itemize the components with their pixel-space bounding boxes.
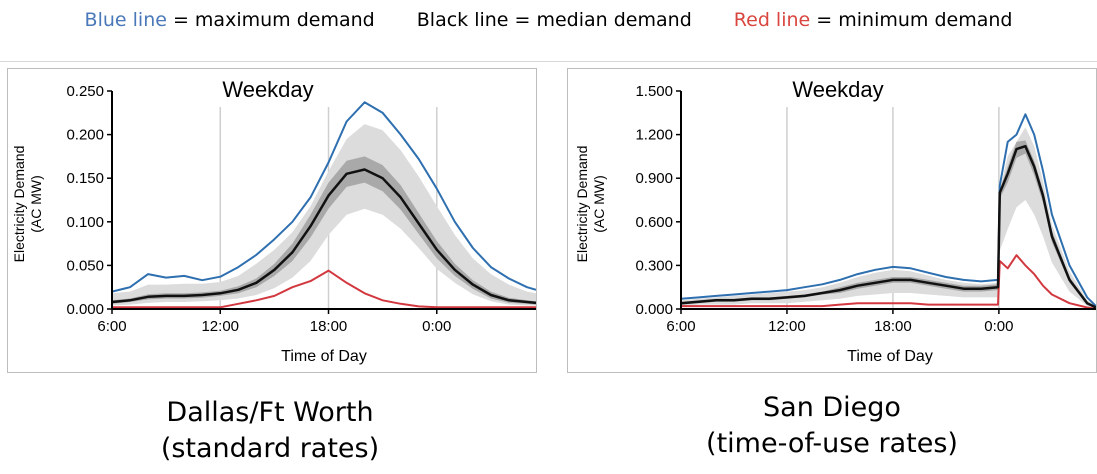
x-axis-label: Time of Day [281, 348, 367, 365]
y-tick-label: 1.500 [635, 83, 673, 100]
chart-panel-dallas: 0.000 0.050 0.100 0.150 0.200 0.250 6:00 12:00 1… [7, 68, 537, 373]
legend-divider [0, 61, 1097, 62]
y-tick-label: 1.200 [635, 127, 673, 144]
series-minimum-line [681, 254, 1096, 310]
y-tick-label: 0.250 [66, 83, 104, 100]
x-tick-label: 6:00 [666, 318, 695, 335]
x-tick-label: 12:00 [768, 318, 806, 335]
series-median-line [680, 144, 1096, 309]
legend-min-text: = minimum demand [810, 9, 1013, 31]
y-tick-label: 0.200 [66, 127, 104, 144]
series-minimum-line [112, 269, 536, 309]
y-tick-label: 0.100 [66, 214, 104, 231]
legend-median-text: Black line = median demand [416, 9, 692, 31]
caption-sandiego-subtitle: (time-of-use rates) [706, 428, 958, 459]
caption-sandiego: San Diego (time-of-use rates) [632, 390, 1032, 462]
x-tick-label: 18:00 [310, 318, 348, 335]
x-tick-label: 18:00 [874, 318, 912, 335]
series-maximum-line [680, 113, 1096, 307]
y-tick-label: 0.150 [66, 170, 104, 187]
chart-dallas: 0.000 0.050 0.100 0.150 0.200 0.250 6:00 12:00 1… [11, 77, 536, 365]
y-axis-label-line: Electricity Demand [574, 146, 590, 263]
x-tick-label: 6:00 [97, 318, 126, 335]
legend-max: Blue line = maximum demand [85, 9, 375, 31]
y-axis-label-line: (AC MW) [591, 175, 607, 233]
y-axis-label-line: (AC MW) [28, 175, 44, 233]
legend-min-label: Red line [733, 9, 811, 31]
y-axis-label-line: Electricity Demand [11, 146, 27, 263]
y-tick-label: 0.050 [66, 257, 104, 274]
y-tick-label: 0.000 [635, 301, 673, 318]
caption-sandiego-title: San Diego [763, 392, 901, 423]
caption-dallas-subtitle: (standard rates) [160, 433, 380, 464]
chart-title: Weekday [792, 77, 883, 102]
y-tick-label: 0.600 [635, 214, 673, 231]
y-tick-label: 0.300 [635, 257, 673, 274]
series-median-line [111, 168, 536, 305]
chart-sandiego: 0.000 0.300 0.600 0.900 1.200 1.500 6:00 12:00 1… [574, 77, 1096, 365]
chart-title: Weekday [222, 77, 313, 102]
series-maximum-line [111, 101, 536, 293]
legend-max-text: = maximum demand [166, 9, 375, 31]
y-tick-label: 0.900 [635, 170, 673, 187]
legend-median: Black line = median demand [417, 9, 692, 31]
legend-min: Red line = minimum demand [734, 9, 1013, 31]
percentile-band-outer [681, 127, 1096, 309]
chart-panel-sandiego: 0.000 0.300 0.600 0.900 1.200 1.500 6:00 12:00 1… [567, 68, 1097, 373]
caption-dallas: Dallas/Ft Worth (standard rates) [70, 395, 470, 467]
x-axis-label: Time of Day [847, 348, 933, 365]
legend: Blue line = maximum demand Black line = … [0, 9, 1097, 31]
caption-dallas-title: Dallas/Ft Worth [166, 397, 374, 428]
x-tick-label: 0:00 [984, 318, 1013, 335]
x-tick-label: 12:00 [201, 318, 239, 335]
y-tick-label: 0.000 [66, 301, 104, 318]
x-tick-label: 0:00 [422, 318, 451, 335]
legend-max-label: Blue line [84, 9, 167, 31]
